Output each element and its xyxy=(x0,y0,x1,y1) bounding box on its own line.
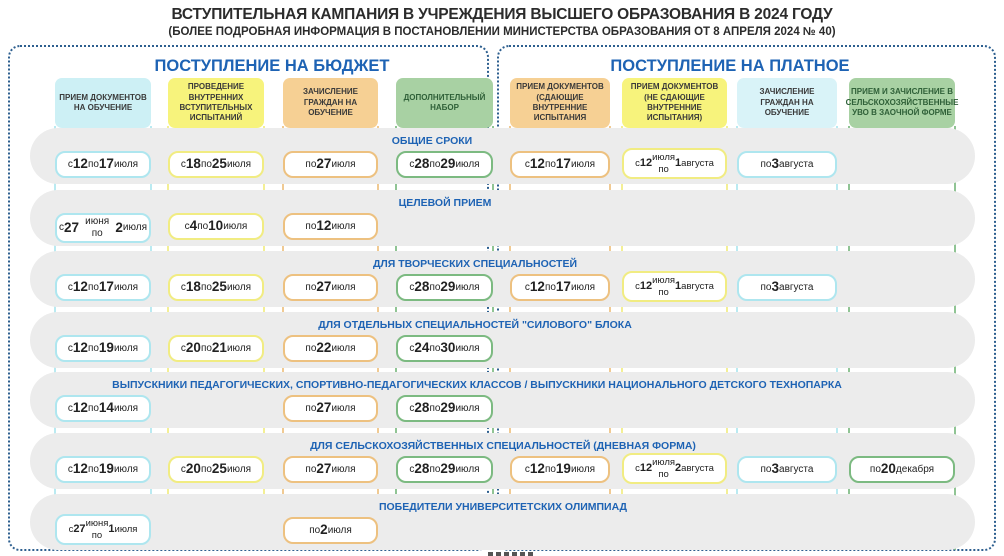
column-header-label: ПРИЕМ И ЗАЧИСЛЕНИЕ В СЕЛЬСКОХОЗЯЙСТВЕННЫ… xyxy=(845,87,959,118)
column-header: ПРИЕМ ДОКУМЕНТОВ (НЕ СДАЮЩИЕ ВНУТРЕННИЕ … xyxy=(622,78,727,128)
date-pill: с 20 по 25 июля xyxy=(168,456,264,483)
row-title: ВЫПУСКНИКИ ПЕДАГОГИЧЕСКИХ, СПОРТИВНО-ПЕД… xyxy=(112,379,842,391)
date-pill: с 24 по 30 июля xyxy=(396,335,493,362)
date-pill: с 12 по 17 июля xyxy=(510,151,610,178)
date-pill: с 4 по 10 июля xyxy=(168,213,264,240)
column-header-label: ПРИЕМ ДОКУМЕНТОВ (НЕ СДАЮЩИЕ ВНУТРЕННИЕ … xyxy=(630,82,719,123)
page-title: ВСТУПИТЕЛЬНАЯ КАМПАНИЯ В УЧРЕЖДЕНИЯ ВЫСШ… xyxy=(171,6,833,23)
row-title: ЦЕЛЕВОЙ ПРИЕМ xyxy=(398,197,492,209)
column-header-label: ДОПОЛНИТЕЛЬНЫЙ НАБОР xyxy=(403,92,486,112)
column-header: ПРИЕМ ДОКУМЕНТОВ (СДАЮЩИЕ ВНУТРЕННИЕ ИСП… xyxy=(510,78,610,128)
date-pill: по 20 декабря xyxy=(849,456,955,483)
row-title: ДЛЯ ТВОРЧЕСКИХ СПЕЦИАЛЬНОСТЕЙ xyxy=(372,258,578,270)
row-title: ПОБЕДИТЕЛИ УНИВЕРСИТЕТСКИХ ОЛИМПИАД xyxy=(378,501,628,513)
column-header-label: ЗАЧИСЛЕНИЕ ГРАЖДАН НА ОБУЧЕНИЕ xyxy=(759,87,815,118)
column-header: ПРИЕМ ДОКУМЕНТОВ НА ОБУЧЕНИЕ xyxy=(55,78,151,128)
date-pill: по 27 июля xyxy=(283,456,378,483)
column-header-label: ЗАЧИСЛЕНИЕ ГРАЖДАН НА ОБУЧЕНИЕ xyxy=(303,87,358,118)
date-pill: с 12 по 17 июля xyxy=(55,151,151,178)
date-pill: по 27 июля xyxy=(283,395,378,422)
column-header: ПРОВЕДЕНИЕ ВНУТРЕННИХ ВСТУПИТЕЛЬНЫХ ИСПЫ… xyxy=(168,78,264,128)
date-pill: с 28 по 29 июля xyxy=(396,151,493,178)
page-subtitle: (БОЛЕЕ ПОДРОБНАЯ ИНФОРМАЦИЯ В ПОСТАНОВЛЕ… xyxy=(168,26,836,38)
date-pill: по 27 июля xyxy=(283,151,378,178)
column-header: ЗАЧИСЛЕНИЕ ГРАЖДАН НА ОБУЧЕНИЕ xyxy=(737,78,837,128)
column-header-label: ПРИЕМ ДОКУМЕНТОВ (СДАЮЩИЕ ВНУТРЕННИЕ ИСП… xyxy=(516,82,604,123)
row-band xyxy=(30,372,975,428)
date-pill: с 28 по 29 июля xyxy=(396,274,493,301)
column-header: ЗАЧИСЛЕНИЕ ГРАЖДАН НА ОБУЧЕНИЕ xyxy=(283,78,378,128)
date-pill: по 27 июля xyxy=(283,274,378,301)
date-pill: с 12 по 19 июля xyxy=(510,456,610,483)
row-band xyxy=(30,494,975,550)
date-pill: с 12 июля по 1 августа xyxy=(622,271,727,302)
date-pill: с 28 по 29 июля xyxy=(396,456,493,483)
date-pill: с 12 по 17 июля xyxy=(510,274,610,301)
date-pill: с 12 по 14 июля xyxy=(55,395,151,422)
date-pill: с 18 по 25 июля xyxy=(168,151,264,178)
date-pill: с 20 по 21 июля xyxy=(168,335,264,362)
date-pill: с 12 по 17 июля xyxy=(55,274,151,301)
section-title-budget: ПОСТУПЛЕНИЕ НА БЮДЖЕТ xyxy=(154,57,390,75)
date-pill: по 3 августа xyxy=(737,456,837,483)
date-pill: с 18 по 25 июля xyxy=(168,274,264,301)
date-pill: по 3 августа xyxy=(737,274,837,301)
date-pill: по 2 июля xyxy=(283,517,378,544)
column-header-label: ПРИЕМ ДОКУМЕНТОВ НА ОБУЧЕНИЕ xyxy=(59,92,147,112)
date-pill: с 27 июня по 1 июля xyxy=(55,514,151,545)
section-title-paid: ПОСТУПЛЕНИЕ НА ПЛАТНОЕ xyxy=(610,57,850,75)
bottom-cutoff-mark xyxy=(488,552,534,556)
date-pill: по 22 июля xyxy=(283,335,378,362)
column-header: ДОПОЛНИТЕЛЬНЫЙ НАБОР xyxy=(396,78,493,128)
date-pill: с 12 июля по 1 августа xyxy=(622,148,727,179)
column-header-label: ПРОВЕДЕНИЕ ВНУТРЕННИХ ВСТУПИТЕЛЬНЫХ ИСПЫ… xyxy=(179,82,253,123)
date-pill: с 27 июня по 2 июля xyxy=(55,213,151,243)
row-title: ДЛЯ СЕЛЬСКОХОЗЯЙСТВЕННЫХ СПЕЦИАЛЬНОСТЕЙ … xyxy=(310,440,696,452)
date-pill: по 3 августа xyxy=(737,151,837,178)
date-pill: с 28 по 29 июля xyxy=(396,395,493,422)
date-pill: с 12 июля по 2 августа xyxy=(622,453,727,484)
date-pill: с 12 по 19 июля xyxy=(55,456,151,483)
row-title: ДЛЯ ОТДЕЛЬНЫХ СПЕЦИАЛЬНОСТЕЙ "СИЛОВОГО" … xyxy=(318,319,632,331)
date-pill: с 12 по 19 июля xyxy=(55,335,151,362)
date-pill: по 12 июля xyxy=(283,213,378,240)
row-title: ОБЩИЕ СРОКИ xyxy=(391,135,473,147)
column-header: ПРИЕМ И ЗАЧИСЛЕНИЕ В СЕЛЬСКОХОЗЯЙСТВЕННЫ… xyxy=(846,78,958,128)
